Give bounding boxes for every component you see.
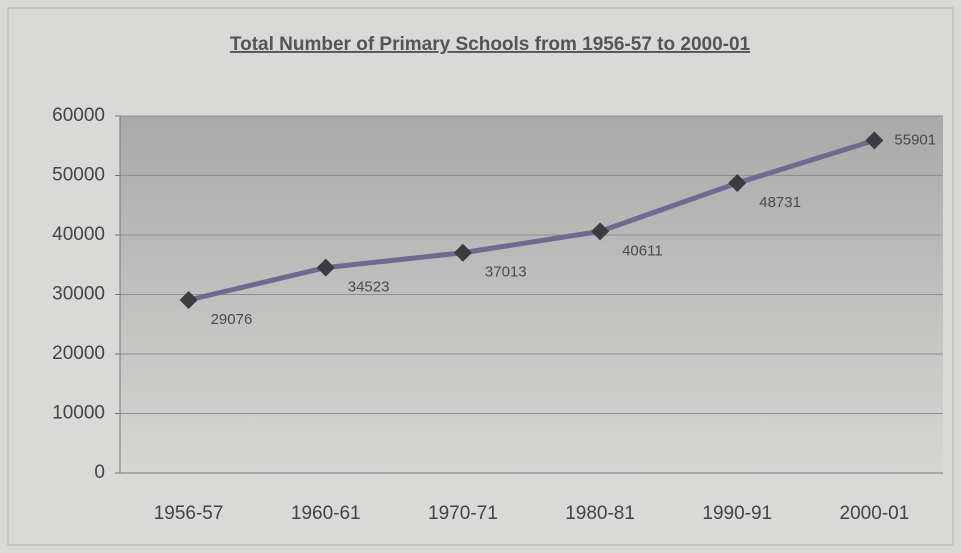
- y-tick-label: 30000: [52, 284, 105, 305]
- data-label: 37013: [485, 264, 527, 281]
- x-tick-label: 1990-91: [702, 503, 772, 524]
- data-label: 40611: [622, 242, 663, 259]
- marker: [453, 243, 472, 262]
- marker: [865, 131, 884, 150]
- y-tick-label: 0: [94, 462, 105, 483]
- chart-title: Total Number of Primary Schools from 195…: [230, 34, 751, 55]
- data-label: 34523: [348, 279, 390, 296]
- marker: [591, 222, 610, 241]
- marker: [316, 258, 335, 277]
- y-tick-label: 50000: [52, 165, 105, 186]
- x-tick-label: 1980-81: [565, 503, 635, 524]
- data-label: 48731: [759, 194, 801, 211]
- y-tick-label: 40000: [52, 224, 105, 245]
- x-tick-label: 2000-01: [840, 503, 910, 524]
- data-label: 29076: [211, 311, 253, 328]
- line-series: [188, 138, 876, 303]
- marker: [728, 174, 747, 193]
- y-tick-label: 20000: [52, 343, 105, 364]
- y-tick-label: 10000: [52, 403, 105, 424]
- frame: [7, 7, 954, 546]
- marker: [179, 290, 198, 309]
- x-tick-label: 1960-61: [291, 503, 361, 524]
- data-label: 55901: [894, 131, 936, 148]
- y-tick-label: 60000: [52, 105, 105, 126]
- x-tick-label: 1970-71: [428, 503, 498, 524]
- x-tick-label: 1956-57: [154, 503, 224, 524]
